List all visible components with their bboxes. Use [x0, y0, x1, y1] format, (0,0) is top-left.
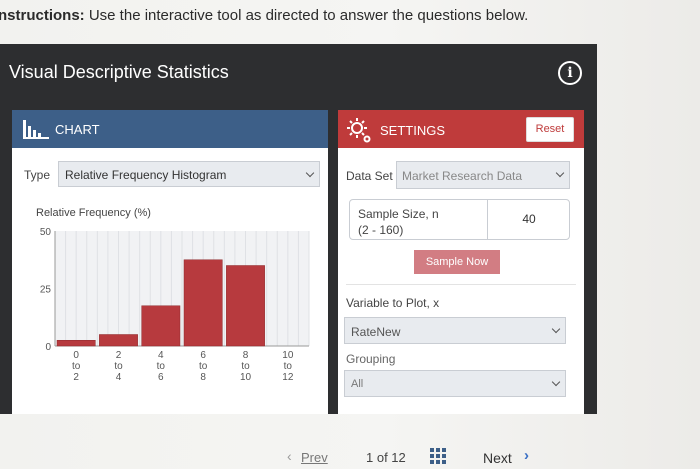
reset-button[interactable]: Reset	[526, 117, 574, 142]
chevron-down-icon	[551, 324, 561, 334]
prev-link[interactable]: Prev	[301, 450, 328, 465]
x-tick-label: to	[114, 361, 123, 372]
x-tick-label: to	[157, 361, 166, 372]
gear-icon	[347, 118, 371, 143]
chart-type-value: Relative Frequency Histogram	[65, 168, 227, 182]
variable-label: Variable to Plot, x	[346, 296, 440, 310]
grid-icon[interactable]	[430, 448, 446, 464]
settings-panel-header: SETTINGS Reset	[338, 110, 584, 148]
x-tick-label: to	[241, 361, 250, 372]
settings-panel: SETTINGS Reset Data Set Market Research …	[338, 110, 584, 414]
sample-size-divider	[487, 200, 488, 239]
x-tick-label: 4	[158, 350, 164, 361]
variable-value: RateNew	[351, 325, 401, 339]
histogram-bar	[183, 259, 223, 347]
sample-size-label: Sample Size, n (2 - 160)	[358, 206, 468, 238]
y-tick-label: 0	[45, 342, 51, 353]
x-tick-label: 4	[116, 372, 122, 383]
x-tick-label: 12	[282, 372, 294, 383]
chart-panel-header: CHART	[12, 110, 328, 148]
chevron-down-icon	[555, 168, 565, 178]
app-title: Visual Descriptive Statistics	[9, 62, 229, 82]
visual-descriptive-statistics-app: Visual Descriptive Statistics i CHART Ty…	[0, 44, 597, 414]
chevron-right-icon[interactable]: ›	[524, 447, 529, 464]
chart-header-label: CHART	[55, 122, 100, 137]
histogram-bar	[56, 340, 96, 347]
grouping-value: All	[351, 378, 364, 390]
instructions-body: Use the interactive tool as directed to …	[84, 7, 529, 24]
instructions-text: nstructions: Use the interactive tool as…	[0, 7, 698, 24]
sample-size-input[interactable]: 40	[522, 212, 536, 226]
page-indicator: 1 of 12	[366, 450, 406, 465]
x-tick-label: 10	[240, 372, 252, 383]
instructions-label: nstructions:	[0, 7, 85, 24]
dataset-label: Data Set	[346, 169, 393, 183]
x-tick-label: 8	[200, 372, 206, 383]
info-icon[interactable]: i	[558, 61, 582, 85]
y-tick-label: 50	[40, 227, 52, 238]
x-tick-label: 2	[116, 350, 122, 361]
settings-header-label: SETTINGS	[380, 123, 446, 138]
chart-type-select[interactable]: Relative Frequency Histogram	[58, 161, 320, 187]
y-tick-label: 25	[40, 285, 52, 296]
x-tick-label: 6	[200, 350, 206, 361]
sample-now-button[interactable]: Sample Now	[414, 250, 500, 274]
chart-panel: CHART Type Relative Frequency Histogram …	[12, 110, 328, 414]
x-tick-label: 6	[158, 372, 164, 383]
x-tick-label: 2	[73, 372, 79, 383]
chevron-left-icon[interactable]: ‹	[287, 448, 292, 464]
sample-size-title: Sample Size, n	[358, 207, 439, 221]
variable-select[interactable]: RateNew	[344, 317, 566, 344]
bar-chart-icon	[23, 120, 49, 139]
x-tick-label: 8	[243, 350, 249, 361]
divider	[346, 284, 576, 285]
x-tick-label: to	[199, 361, 208, 372]
histogram-bar	[226, 265, 265, 347]
dataset-select[interactable]: Market Research Data	[396, 161, 570, 189]
chevron-down-icon	[551, 377, 561, 387]
sample-size-range: (2 - 160)	[358, 223, 404, 237]
sample-size-field: Sample Size, n (2 - 160) 40	[349, 199, 570, 240]
x-tick-label: to	[284, 361, 293, 372]
histogram-bar	[141, 305, 181, 347]
histogram-bar	[99, 334, 138, 347]
next-link[interactable]: Next	[483, 450, 512, 466]
x-tick-label: 10	[282, 350, 294, 361]
type-label: Type	[24, 168, 51, 182]
dataset-value: Market Research Data	[402, 169, 523, 183]
x-tick-label: 0	[73, 350, 79, 361]
grouping-select[interactable]: All	[344, 370, 566, 397]
app-header: Visual Descriptive Statistics i	[0, 44, 597, 104]
x-tick-label: to	[72, 361, 81, 372]
grouping-label: Grouping	[346, 352, 396, 366]
y-axis-title: Relative Frequency (%)	[36, 207, 151, 219]
